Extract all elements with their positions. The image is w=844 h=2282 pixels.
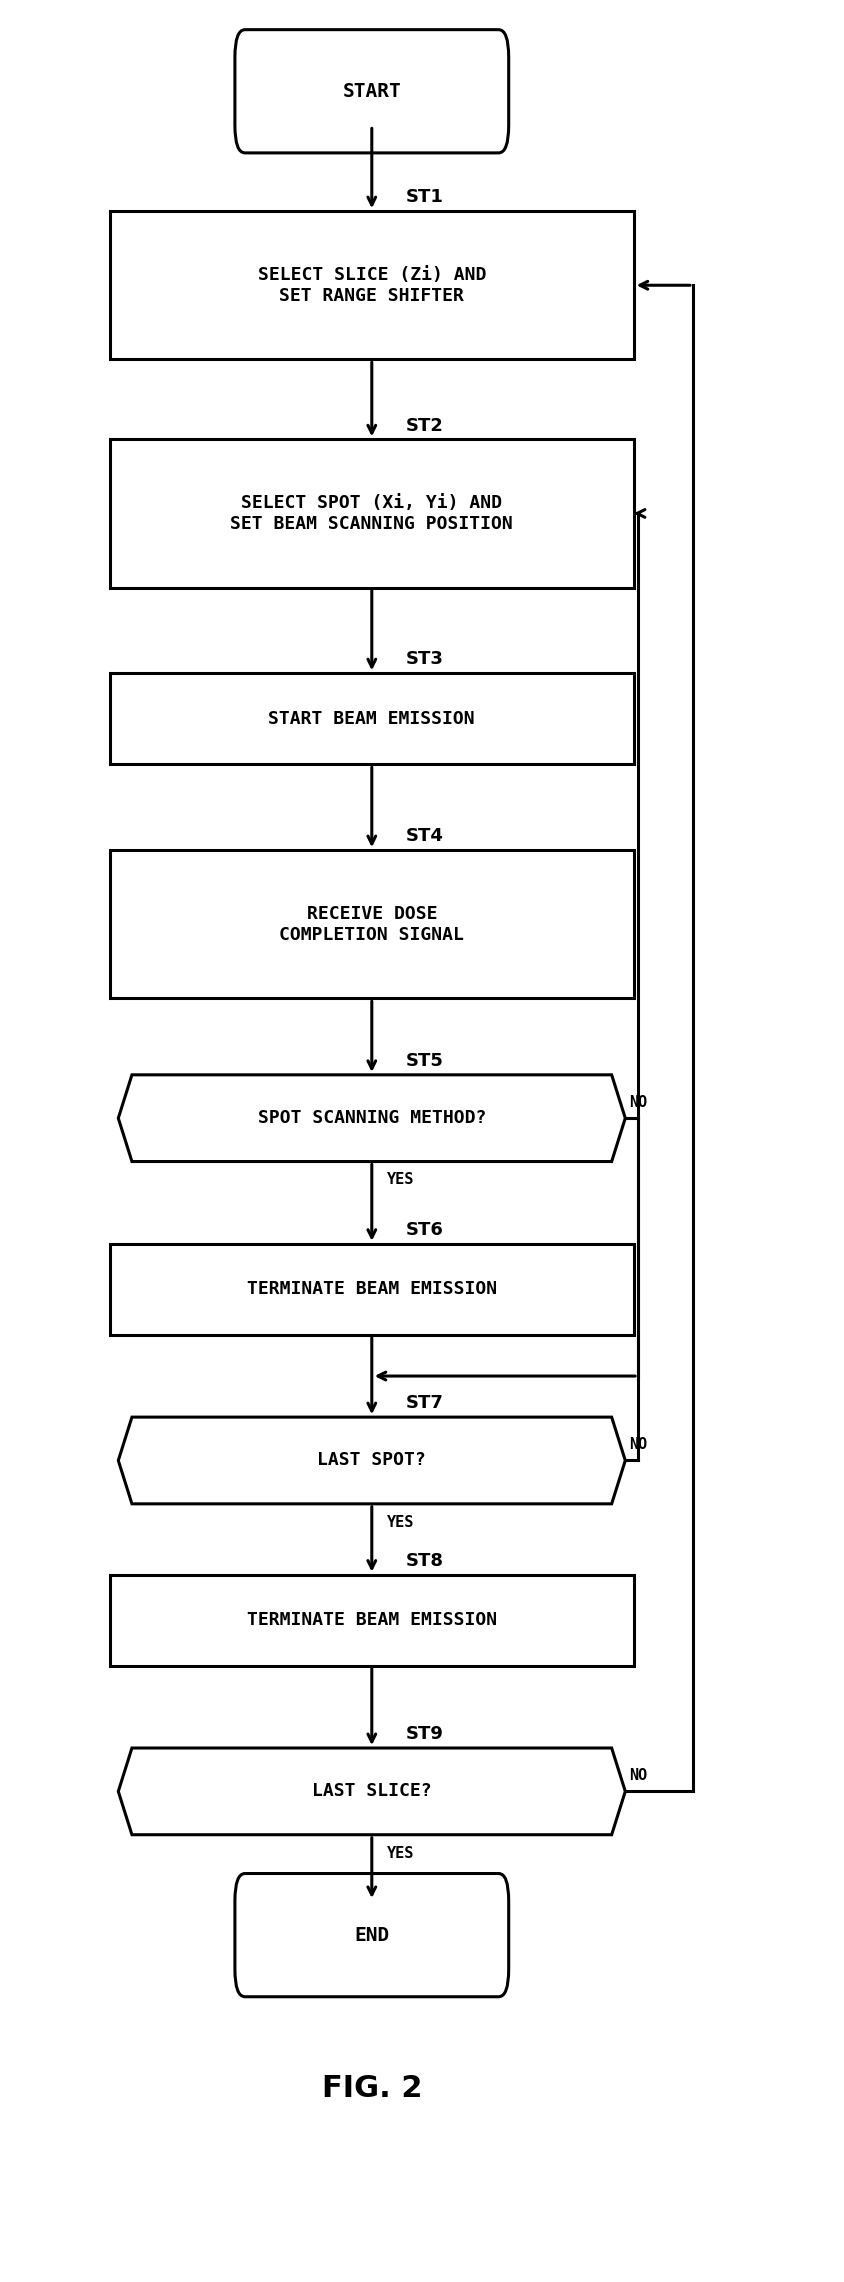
- Text: ST1: ST1: [405, 189, 443, 205]
- Bar: [110, 438, 633, 586]
- Text: NO: NO: [629, 1095, 647, 1109]
- Text: YES: YES: [387, 1846, 414, 1860]
- Text: SELECT SLICE (Zi) AND
SET RANGE SHIFTER: SELECT SLICE (Zi) AND SET RANGE SHIFTER: [257, 265, 485, 306]
- Text: ST7: ST7: [405, 1394, 443, 1413]
- Bar: [110, 851, 633, 1000]
- Text: NO: NO: [629, 1438, 647, 1451]
- Text: ST9: ST9: [405, 1725, 443, 1743]
- Text: NO: NO: [629, 1769, 647, 1782]
- Text: START: START: [342, 82, 401, 100]
- Text: LAST SPOT?: LAST SPOT?: [317, 1451, 425, 1470]
- Text: YES: YES: [387, 1173, 414, 1187]
- Text: ST8: ST8: [405, 1552, 443, 1570]
- Text: LAST SLICE?: LAST SLICE?: [311, 1782, 431, 1800]
- Bar: [110, 1244, 633, 1335]
- Text: START BEAM EMISSION: START BEAM EMISSION: [268, 710, 474, 728]
- Text: SELECT SPOT (Xi, Yi) AND
SET BEAM SCANNING POSITION: SELECT SPOT (Xi, Yi) AND SET BEAM SCANNI…: [230, 493, 512, 534]
- Text: ST6: ST6: [405, 1221, 443, 1239]
- Text: ST3: ST3: [405, 650, 443, 669]
- Text: SPOT SCANNING METHOD?: SPOT SCANNING METHOD?: [257, 1109, 485, 1127]
- Text: ST4: ST4: [405, 828, 443, 844]
- Text: ST2: ST2: [405, 418, 443, 434]
- Bar: [110, 1575, 633, 1666]
- Text: FIG. 2: FIG. 2: [322, 2074, 421, 2102]
- Text: RECEIVE DOSE
COMPLETION SIGNAL: RECEIVE DOSE COMPLETION SIGNAL: [279, 904, 463, 945]
- Polygon shape: [118, 1075, 625, 1162]
- Text: ST5: ST5: [405, 1052, 443, 1070]
- FancyBboxPatch shape: [235, 30, 508, 153]
- Text: END: END: [354, 1926, 389, 1944]
- FancyBboxPatch shape: [235, 1874, 508, 1997]
- Bar: [110, 673, 633, 764]
- Polygon shape: [118, 1417, 625, 1504]
- Polygon shape: [118, 1748, 625, 1835]
- Bar: [110, 212, 633, 358]
- Text: YES: YES: [387, 1515, 414, 1529]
- Text: TERMINATE BEAM EMISSION: TERMINATE BEAM EMISSION: [246, 1611, 496, 1629]
- Text: TERMINATE BEAM EMISSION: TERMINATE BEAM EMISSION: [246, 1280, 496, 1298]
